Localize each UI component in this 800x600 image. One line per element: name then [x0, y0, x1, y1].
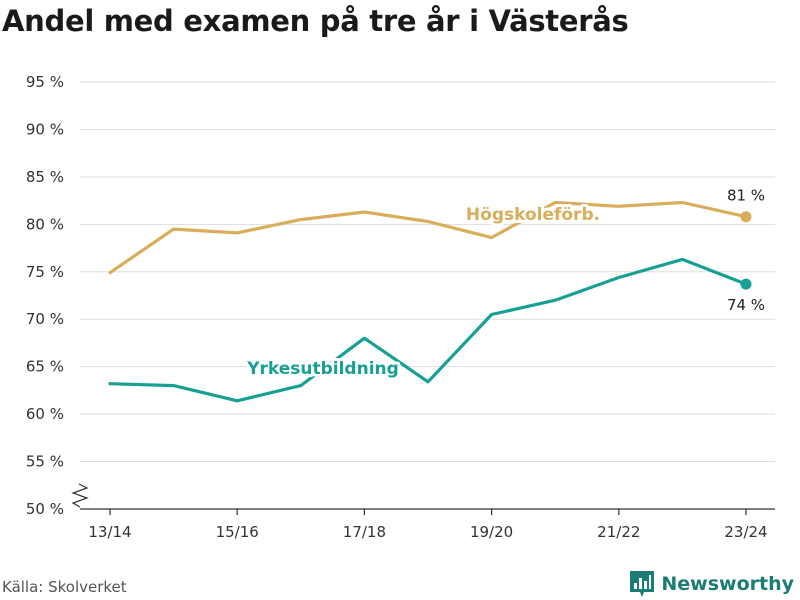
series-lines	[108, 200, 752, 403]
y-tick-label: 85 %	[26, 168, 64, 186]
brand-logo: Newsworthy	[629, 570, 794, 598]
series-name-label: Högskoleförb.	[466, 205, 600, 225]
y-tick-label: 75 %	[26, 263, 64, 281]
y-axis-ticks: 50 % 55 % 60 % 65 % 70 % 75 % 80 % 85 % 90 % 95 %	[26, 73, 64, 518]
series-name-label: Yrkesutbildning	[246, 359, 399, 379]
source-note: Källa: Skolverket	[2, 578, 127, 596]
end-value-label: 81 %	[727, 187, 765, 205]
x-tick-label: 19/20	[470, 523, 513, 541]
x-tick-label: 23/24	[724, 523, 767, 541]
y-tick-label: 95 %	[26, 73, 64, 91]
series-line-hogskoleforb	[108, 200, 748, 275]
x-tick-label: 13/14	[88, 523, 131, 541]
line-chart: 50 % 55 % 60 % 65 % 70 % 75 % 80 % 85 % 90 % 95 %…	[26, 73, 775, 541]
gridlines	[80, 81, 775, 463]
x-axis: 13/14 15/16 17/18 19/20 21/22 23/24	[71, 483, 775, 541]
y-tick-label: 55 %	[26, 453, 64, 471]
y-tick-label: 70 %	[26, 310, 64, 328]
y-tick-label: 90 %	[26, 120, 64, 138]
axis-break-icon	[71, 483, 89, 508]
x-tick-label: 15/16	[216, 523, 259, 541]
series-line-yrkesutbildning	[108, 257, 748, 403]
y-tick-label: 65 %	[26, 358, 64, 376]
y-tick-label: 80 %	[26, 215, 64, 233]
end-point-marker	[740, 278, 752, 290]
x-tick-label: 21/22	[597, 523, 640, 541]
newsworthy-logo-icon	[630, 571, 655, 597]
brand-name: Newsworthy	[661, 573, 794, 595]
y-tick-label: 50 %	[26, 500, 64, 518]
y-tick-label: 60 %	[26, 405, 64, 423]
end-point-marker	[740, 211, 752, 223]
series-labels: 81 % 74 % Högskoleförb. Yrkesutbildning	[243, 187, 765, 382]
end-value-label: 74 %	[727, 296, 765, 314]
chart-title: Andel med examen på tre år i Västerås	[2, 4, 629, 38]
x-tick-label: 17/18	[343, 523, 386, 541]
